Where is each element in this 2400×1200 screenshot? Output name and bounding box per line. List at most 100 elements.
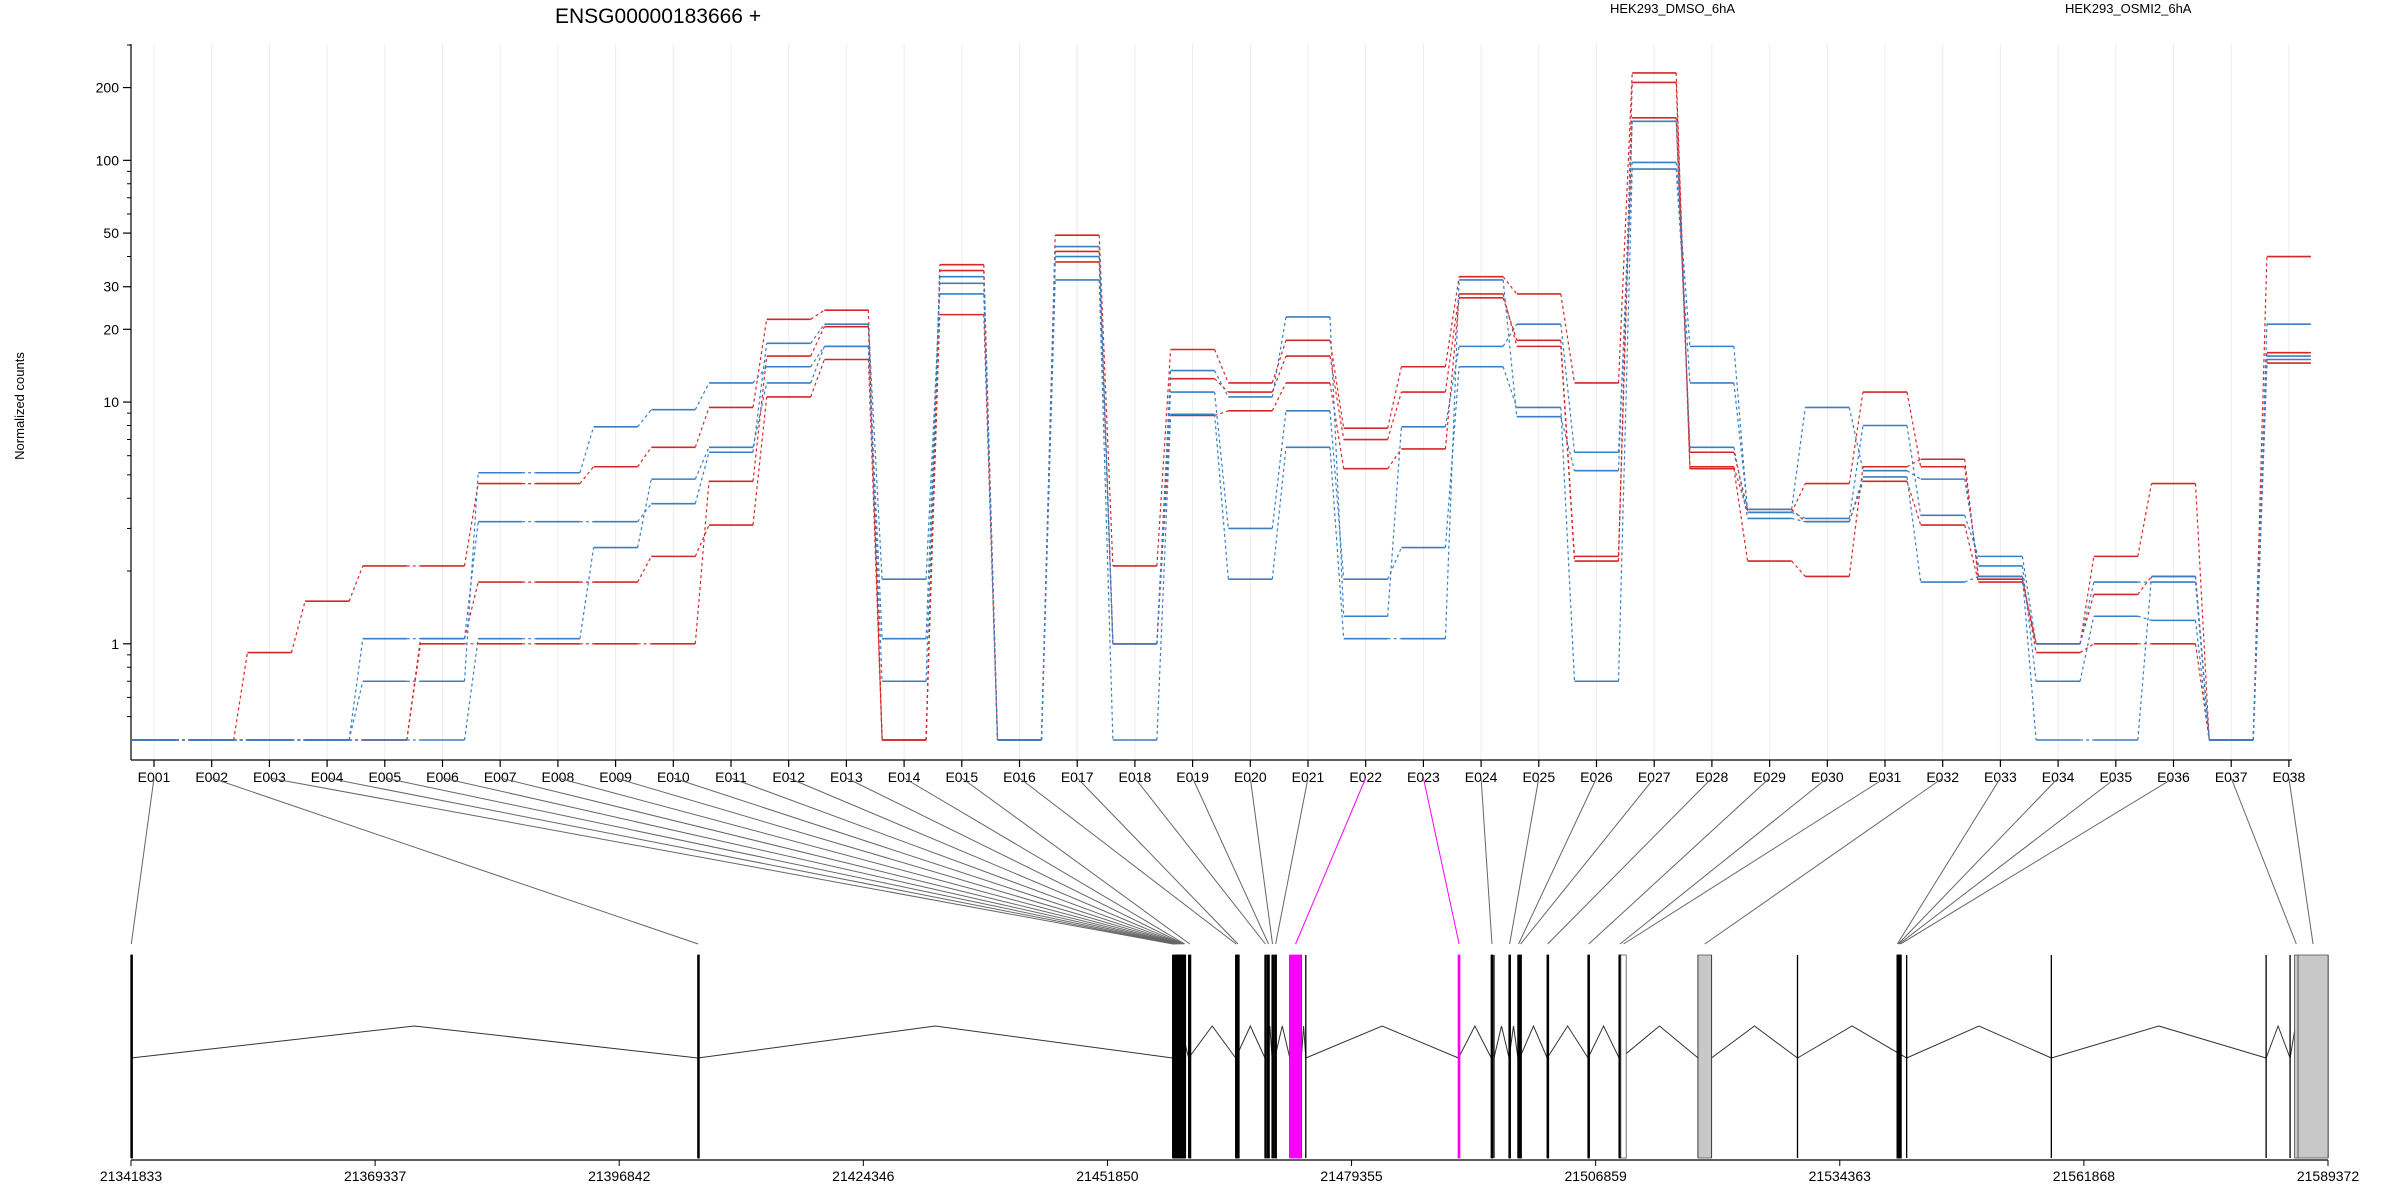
x-tick-label: E031 [1869,769,1902,785]
series-transition [694,382,710,410]
series-transition [1444,346,1460,427]
x-tick-label: E025 [1522,769,1555,785]
series-transition [637,503,652,523]
x-tick-label: E008 [542,769,575,785]
coordinate-tick-label: 21534363 [1809,1168,1872,1184]
series-transition [637,446,652,468]
x-tick-label: E037 [2215,769,2248,785]
x-tick-label: E009 [599,769,632,785]
exon-connector [2288,777,2314,945]
series-transition [2194,483,2210,741]
series-transition [1906,391,1922,467]
series-transition [1098,256,1114,644]
series-transition [2137,576,2153,741]
intron-line [1235,1024,1266,1059]
series-transition [810,323,825,344]
x-tick-label: E035 [2099,769,2132,785]
series-transition [1906,425,1922,516]
genome-coordinate-axis: 21341833 21369337 21396842 21424346 21451850… [100,1159,2360,1184]
series-transition [810,346,825,384]
plot-axes [130,44,2292,761]
y-tick-label: 10 [103,394,119,410]
series-transition [1617,117,1633,557]
series-transition [1502,293,1518,347]
series-transition [1329,316,1345,617]
series-transition [348,565,364,602]
exon-box [1264,954,1267,1159]
series-transition [1387,547,1402,580]
series-transition [2252,324,2268,741]
x-tick-label: E003 [253,769,286,785]
exon-box [1236,954,1240,1159]
series-transition [867,346,883,682]
series-transition [810,346,825,368]
x-tick-label: E024 [1465,769,1498,785]
x-tick-label: E004 [311,769,344,785]
x-tick-label: E020 [1234,769,1267,785]
series-transition [2252,359,2268,741]
x-tick-label: E038 [2273,769,2306,785]
exon-connector [788,777,1183,945]
series-line [132,120,2311,741]
series-transition [1791,407,1806,510]
x-tick-label: E033 [1984,769,2017,785]
coordinate-tick-label: 21589372 [2297,1168,2360,1184]
series-transition [2137,483,2153,557]
coordinate-tick-label: 21561868 [2053,1168,2116,1184]
series-transition [2021,579,2037,644]
series-transition [463,472,479,682]
series-transition [406,638,422,741]
series-transition [1906,481,1922,526]
series-transition [1848,476,1864,522]
exon-box [1274,954,1277,1159]
intron-line [697,1025,1173,1059]
exon-connector [1897,777,2059,945]
series-transition [1214,410,1229,417]
coordinate-tick-label: 21479355 [1320,1168,1383,1184]
series-transition [1444,297,1460,449]
series-transition [1271,447,1287,580]
intron-line [1519,1024,1548,1059]
exon-connector [327,777,1175,945]
series-transition [463,483,479,567]
x-axis-ticks: E001 E002 E003 E004 E005 E006 E007 E008 E009 E010… [138,760,2306,785]
series-transition [1444,279,1460,639]
exon-connector [1480,777,1493,945]
x-tick-label: E019 [1176,769,1209,785]
x-tick-label: E015 [945,769,978,785]
exon-box [1697,954,1712,1159]
series-line [132,81,2311,741]
x-tick-label: E036 [2157,769,2190,785]
series-line [132,72,2311,741]
exon-connector [2230,777,2297,945]
series-transition [925,270,941,741]
exon-box [1546,954,1550,1159]
exon-box [1458,954,1461,1159]
series-transition [810,359,825,398]
series-transition [1733,447,1749,519]
exon-connector [730,777,1182,945]
intron-line [1587,1024,1620,1059]
series-transition [1964,459,1979,580]
series-transition [579,466,595,484]
exon-box [1899,954,1902,1159]
intron-line [2051,1025,2267,1059]
series-transition [1387,366,1402,429]
intron-line [130,1025,698,1059]
exon-box [1289,954,1302,1159]
intron-line [1300,1025,1307,1059]
coordinate-tick-label: 21506859 [1565,1168,1628,1184]
coordinate-tick-label: 21451850 [1076,1168,1139,1184]
series-transition [348,638,364,741]
series-transition [2079,556,2095,644]
series-transition [925,314,941,741]
intron-line [1493,1025,1510,1059]
series-transition [1906,470,1922,480]
series-transition [1387,391,1402,440]
exon-connector [384,777,1176,945]
series-transition [810,309,825,320]
series-transition [1329,410,1345,580]
exon-connector [1275,777,1309,945]
exon-connector [1704,777,1943,945]
